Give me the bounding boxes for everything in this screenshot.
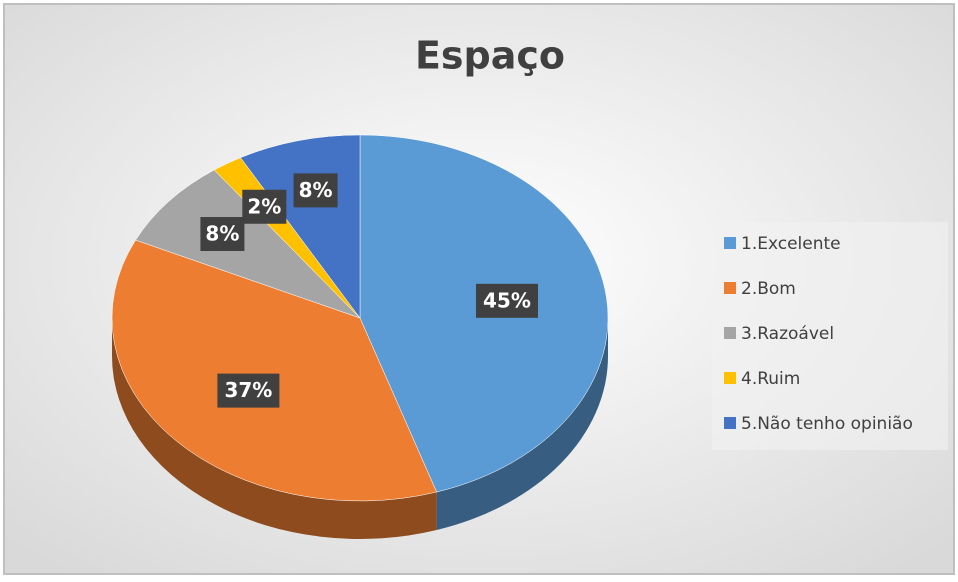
legend-swatch: [724, 372, 736, 384]
data-label: 45%: [483, 288, 531, 312]
legend-label: 3.Razoável: [741, 324, 834, 344]
data-label-box: [242, 189, 287, 224]
legend: 1.Excelente 2.Bom 3.Razoável 4.Ruim 5.Não te…: [724, 234, 913, 434]
legend-swatch: [724, 417, 736, 429]
legend-swatch: [724, 282, 736, 294]
data-label: 2%: [247, 194, 281, 218]
legend-label: 5.Não tenho opinião: [741, 414, 913, 434]
data-label-box: [217, 373, 280, 408]
data-label-box: [200, 217, 245, 252]
pie-side: [436, 318, 608, 531]
legend-label: 1.Excelente: [741, 234, 841, 254]
data-label: 8%: [299, 178, 333, 202]
legend-box: [712, 222, 948, 450]
legend-label: 2.Bom: [741, 279, 796, 299]
legend-swatch: [724, 327, 736, 339]
data-label: 8%: [205, 222, 239, 246]
data-label-box: [475, 283, 538, 318]
pie-slice: [135, 169, 361, 319]
data-label-box: [293, 173, 338, 208]
pie-slice: [111, 239, 437, 502]
data-label: 37%: [224, 378, 272, 402]
legend-label: 4.Ruim: [741, 369, 800, 389]
pie: 45% 37% 8% 2% 8%: [111, 134, 609, 539]
legend-swatch: [724, 237, 736, 249]
pie-side: [111, 318, 437, 539]
chart-title: Espaço: [415, 34, 565, 78]
